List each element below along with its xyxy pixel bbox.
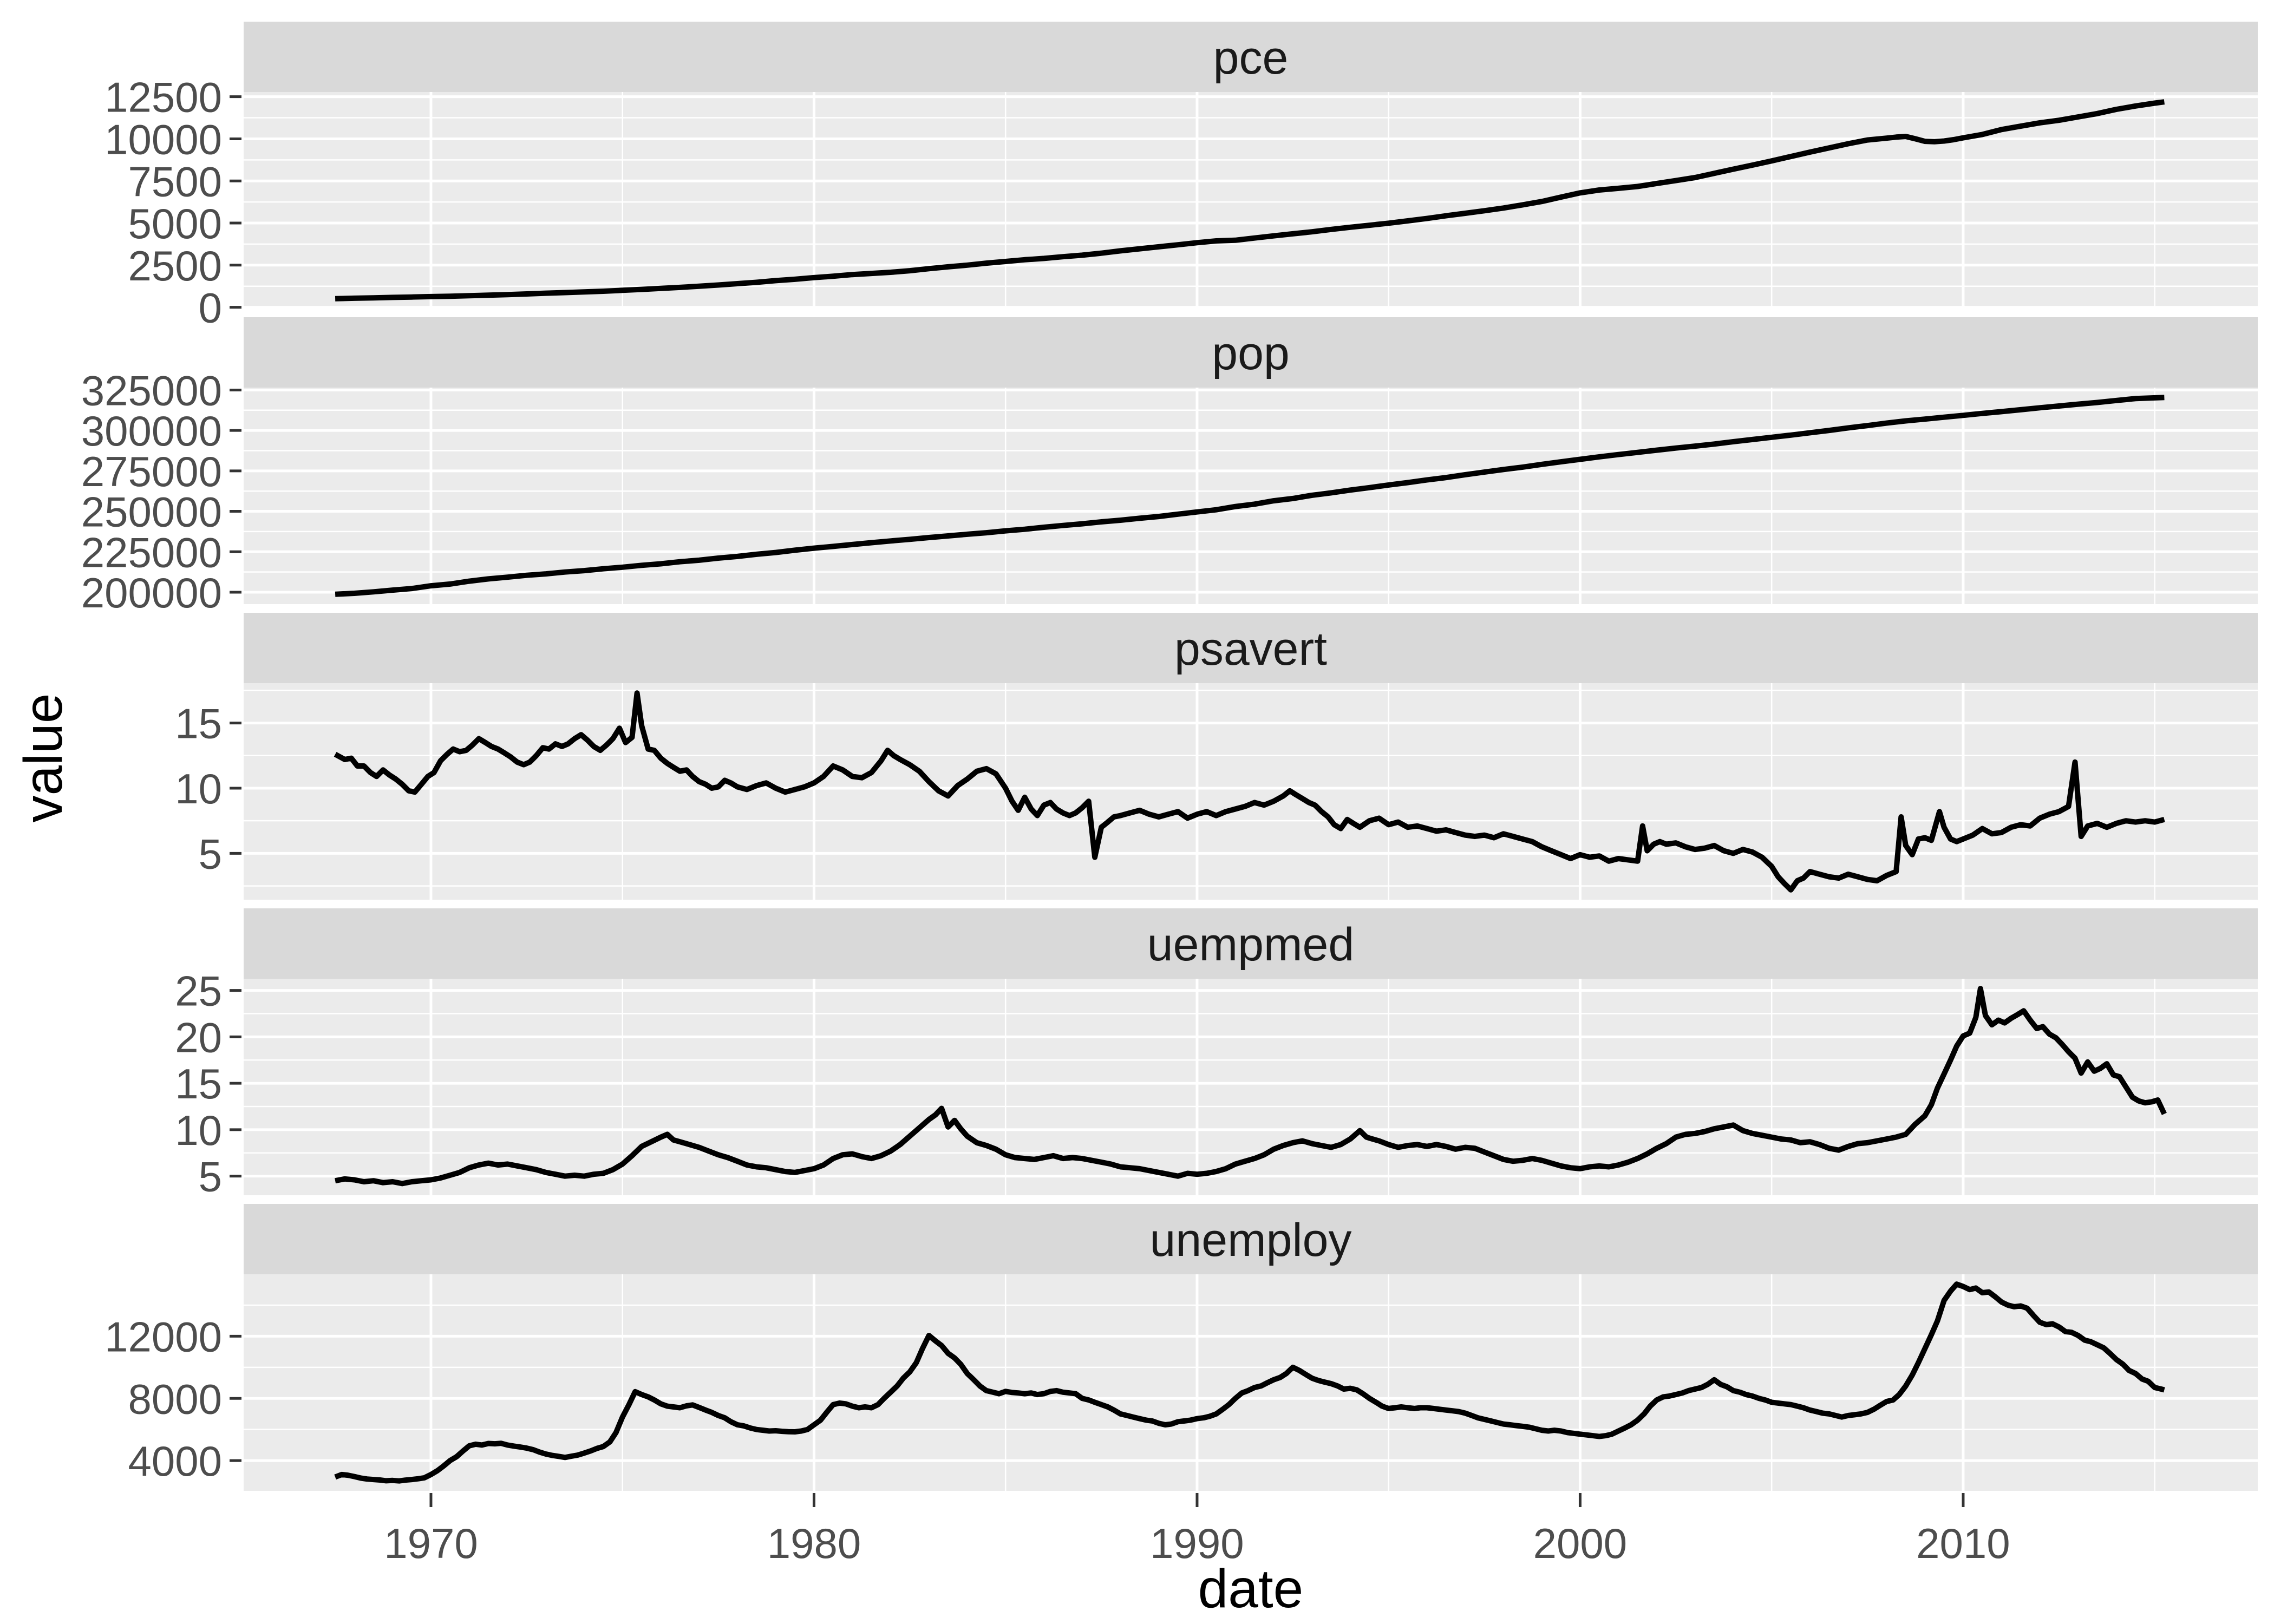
- facet-strip: [244, 1204, 2258, 1274]
- panel-background: [244, 683, 2258, 900]
- panel-background: [244, 92, 2258, 309]
- y-tick-label: 2500: [128, 242, 222, 290]
- facet-strip-label: pce: [1213, 32, 1289, 84]
- series-line-uempmed: [335, 986, 2167, 1187]
- x-tick-label: 1970: [384, 1520, 478, 1567]
- y-tick-label: 7500: [128, 158, 222, 205]
- facet-strip: [244, 317, 2258, 388]
- panel-background: [244, 1274, 2258, 1491]
- series-line-pop: [335, 395, 2165, 597]
- facet-strip-label: uempmed: [1147, 919, 1354, 971]
- panel-background: [244, 388, 2258, 604]
- y-tick-label: 15: [175, 700, 222, 748]
- series-line-psavert: [334, 690, 2165, 893]
- series-line-unemploy: [334, 1281, 2165, 1484]
- y-tick-label: 20: [175, 1013, 222, 1061]
- y-tick-label: 225000: [81, 528, 222, 576]
- x-tick-label: 1980: [767, 1520, 861, 1567]
- facet-strip-label: unemploy: [1150, 1214, 1352, 1266]
- y-tick-label: 10: [175, 765, 222, 813]
- facet-strip: [244, 613, 2258, 683]
- y-tick-label: 300000: [81, 407, 222, 455]
- y-tick-label: 12000: [104, 1313, 222, 1360]
- y-tick-label: 0: [199, 284, 222, 332]
- facet-strip: [244, 908, 2258, 979]
- y-tick-label: 200000: [81, 569, 222, 617]
- series-line-pce: [335, 99, 2165, 302]
- facet-strip: [244, 22, 2258, 92]
- y-tick-label: 275000: [81, 448, 222, 495]
- y-tick-label: 12500: [104, 74, 222, 121]
- x-axis-title: date: [1198, 1558, 1304, 1619]
- y-tick-label: 325000: [81, 367, 222, 415]
- facet-strip-label: pop: [1212, 328, 1290, 379]
- x-tick-label: 2010: [1916, 1520, 2010, 1567]
- y-tick-label: 8000: [128, 1375, 222, 1423]
- panel-background: [244, 979, 2258, 1195]
- y-axis-title: value: [13, 693, 74, 823]
- x-tick-label: 2000: [1533, 1520, 1628, 1567]
- y-tick-label: 250000: [81, 488, 222, 536]
- y-tick-label: 10000: [104, 116, 222, 163]
- y-tick-label: 15: [175, 1060, 222, 1108]
- x-tick-label: 1990: [1150, 1520, 1244, 1567]
- y-tick-label: 5: [199, 830, 222, 878]
- facet-strip-label: psavert: [1174, 623, 1327, 675]
- y-tick-label: 4000: [128, 1437, 222, 1485]
- y-tick-label: 5000: [128, 200, 222, 247]
- y-tick-label: 10: [175, 1106, 222, 1154]
- y-tick-label: 25: [175, 967, 222, 1015]
- y-tick-label: 5: [199, 1153, 222, 1201]
